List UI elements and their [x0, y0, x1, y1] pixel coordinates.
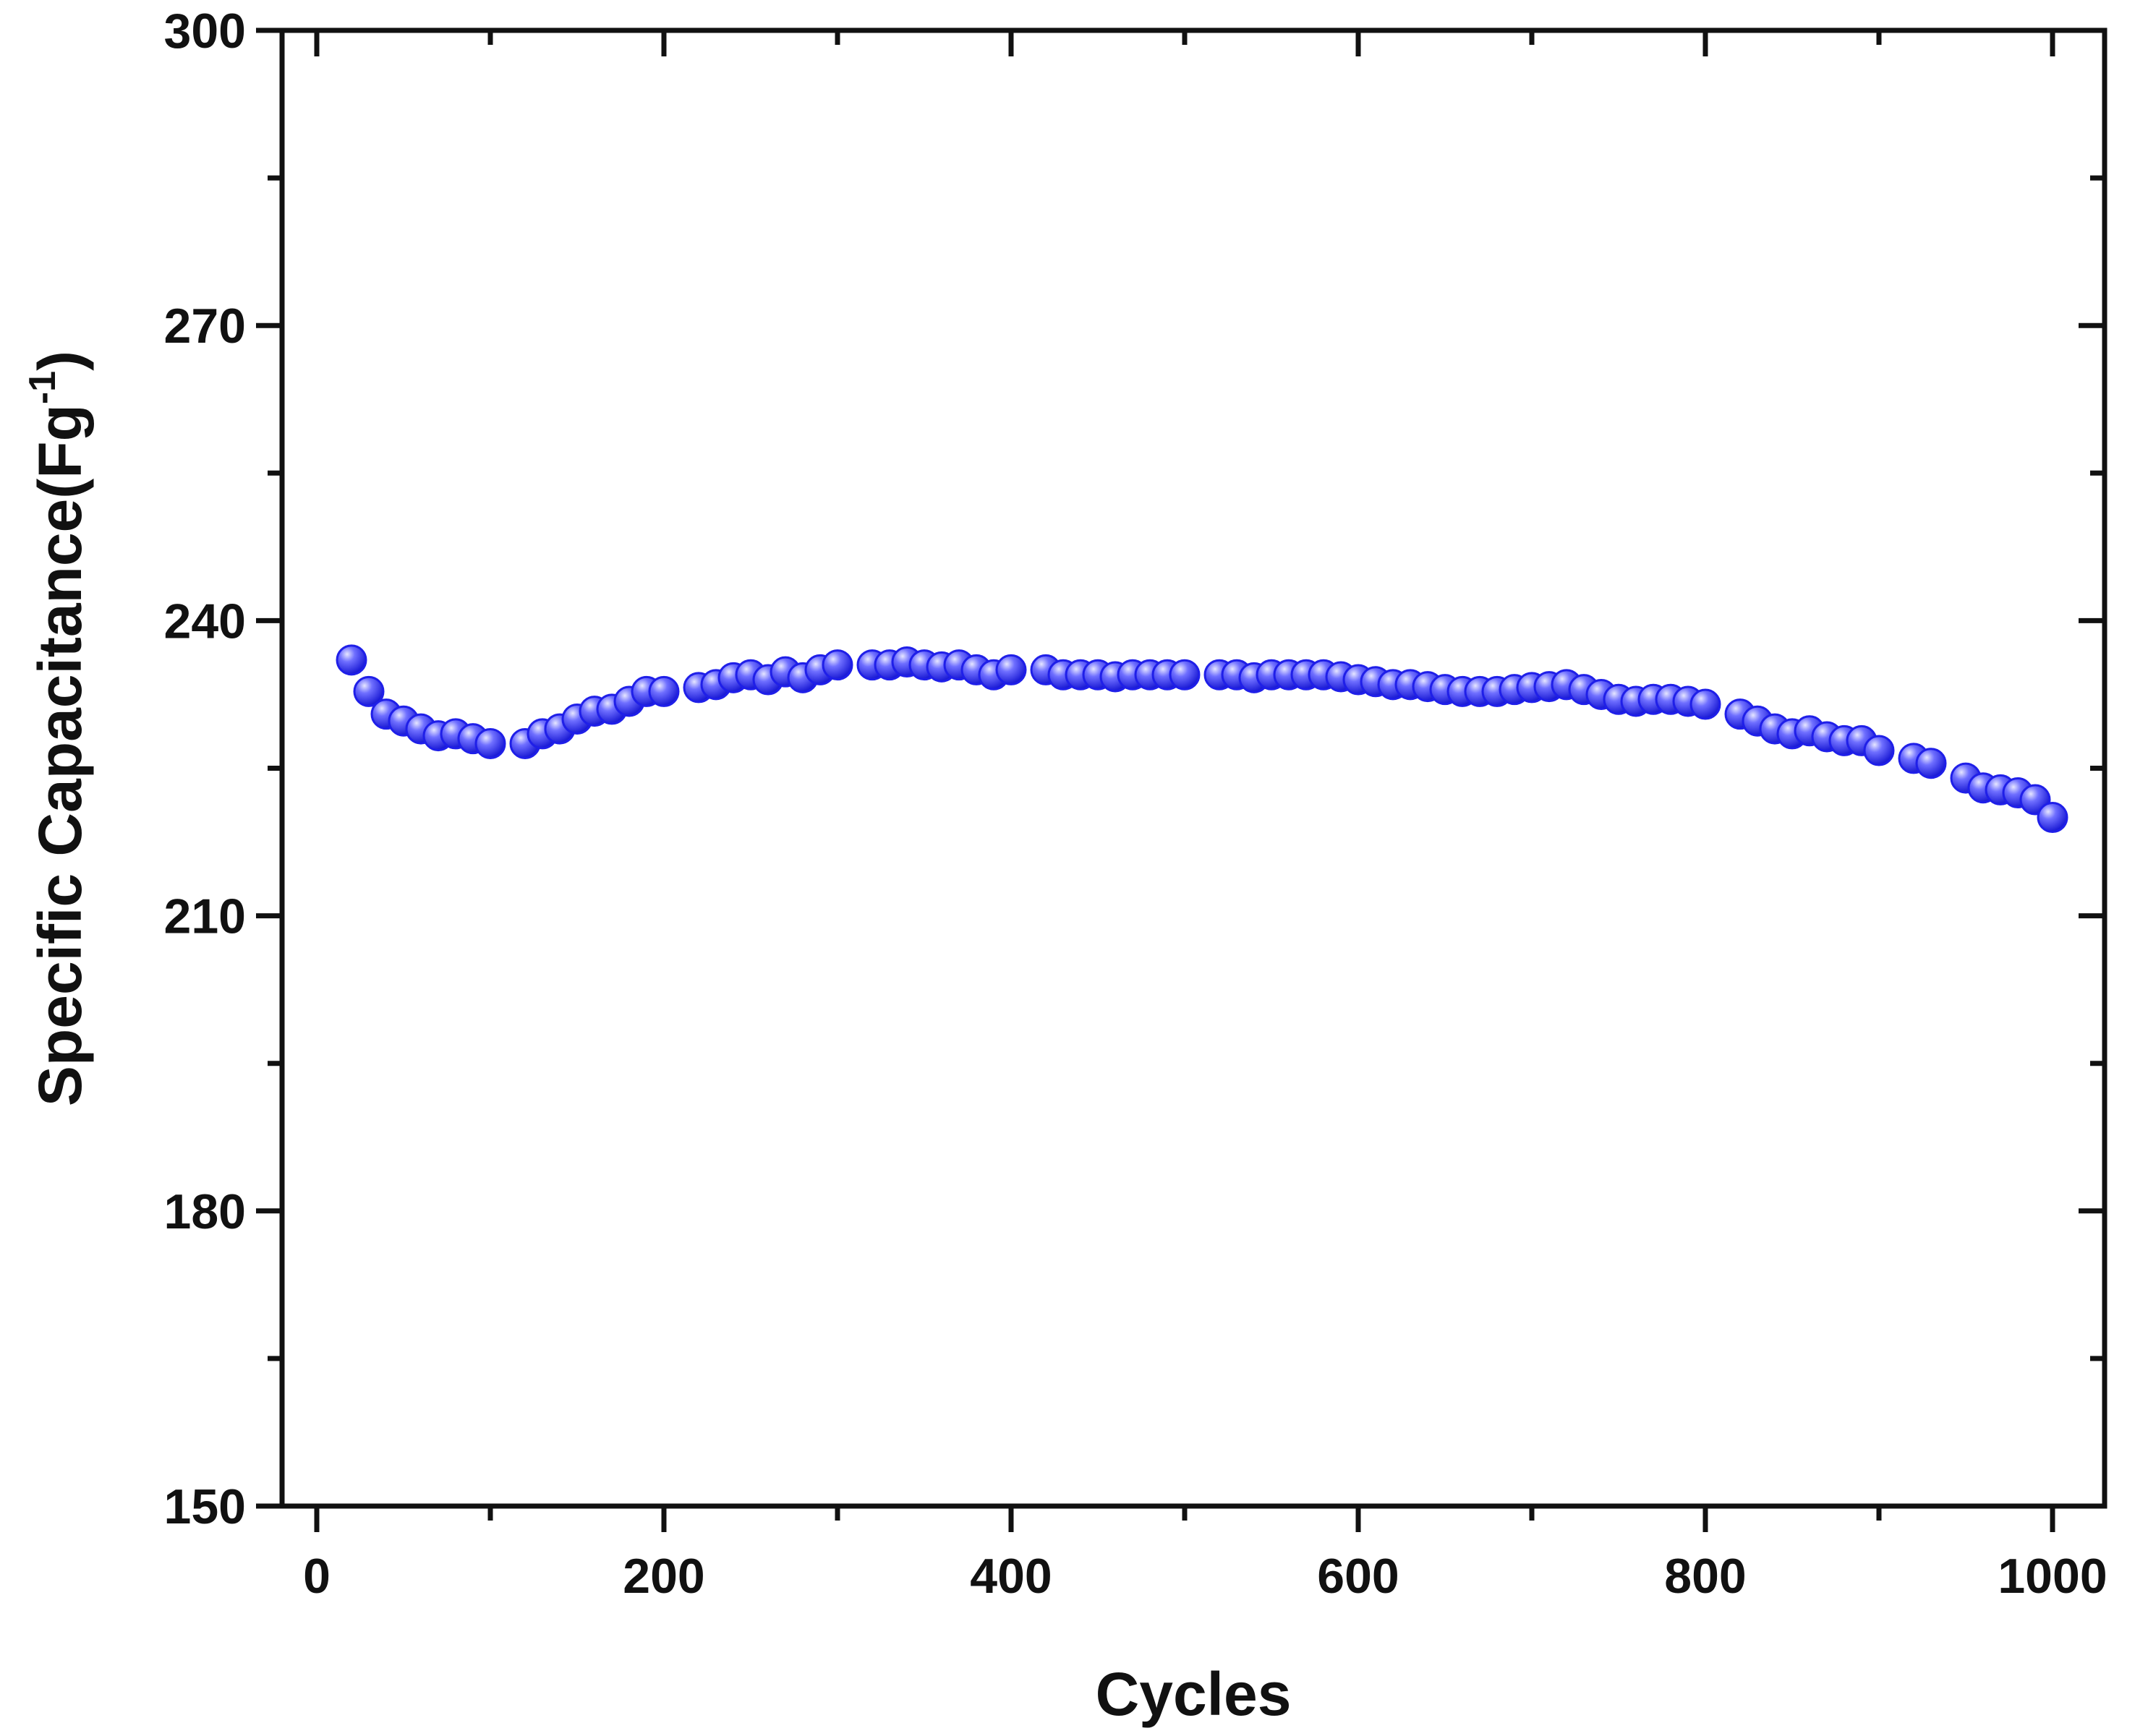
data-point — [474, 727, 506, 759]
y-axis-title-main: Specific Capacitance(Fg — [26, 404, 94, 1106]
y-tick-label: 240 — [164, 594, 246, 649]
y-tick-label: 150 — [164, 1479, 246, 1534]
y-tick-label: 300 — [164, 4, 246, 59]
data-point — [336, 644, 367, 676]
y-axis-title: Specific Capacitance(Fg-1) — [22, 351, 94, 1106]
x-tick-label: 400 — [970, 1549, 1052, 1604]
data-point — [353, 675, 385, 707]
x-tick-label: 800 — [1664, 1549, 1746, 1604]
x-tick-label: 200 — [623, 1549, 704, 1604]
y-tick-label: 210 — [164, 889, 246, 944]
y-tick-label: 270 — [164, 299, 246, 354]
x-tick-label: 600 — [1317, 1549, 1399, 1604]
y-axis-title-close: ) — [26, 351, 94, 371]
data-point — [1863, 735, 1895, 766]
y-tick-label: 180 — [164, 1184, 246, 1239]
x-tick-label: 0 — [303, 1549, 331, 1604]
y-axis-title-superscript: -1 — [22, 371, 64, 404]
data-point — [1915, 748, 1947, 779]
data-point — [1169, 659, 1201, 690]
data-point — [2037, 802, 2068, 834]
data-point — [995, 654, 1027, 685]
data-point — [1689, 688, 1721, 720]
data-point — [648, 675, 680, 707]
data-point — [822, 649, 853, 681]
x-tick-label: 1000 — [1998, 1549, 2107, 1604]
x-axis-title: Cycles — [1096, 1660, 1292, 1728]
